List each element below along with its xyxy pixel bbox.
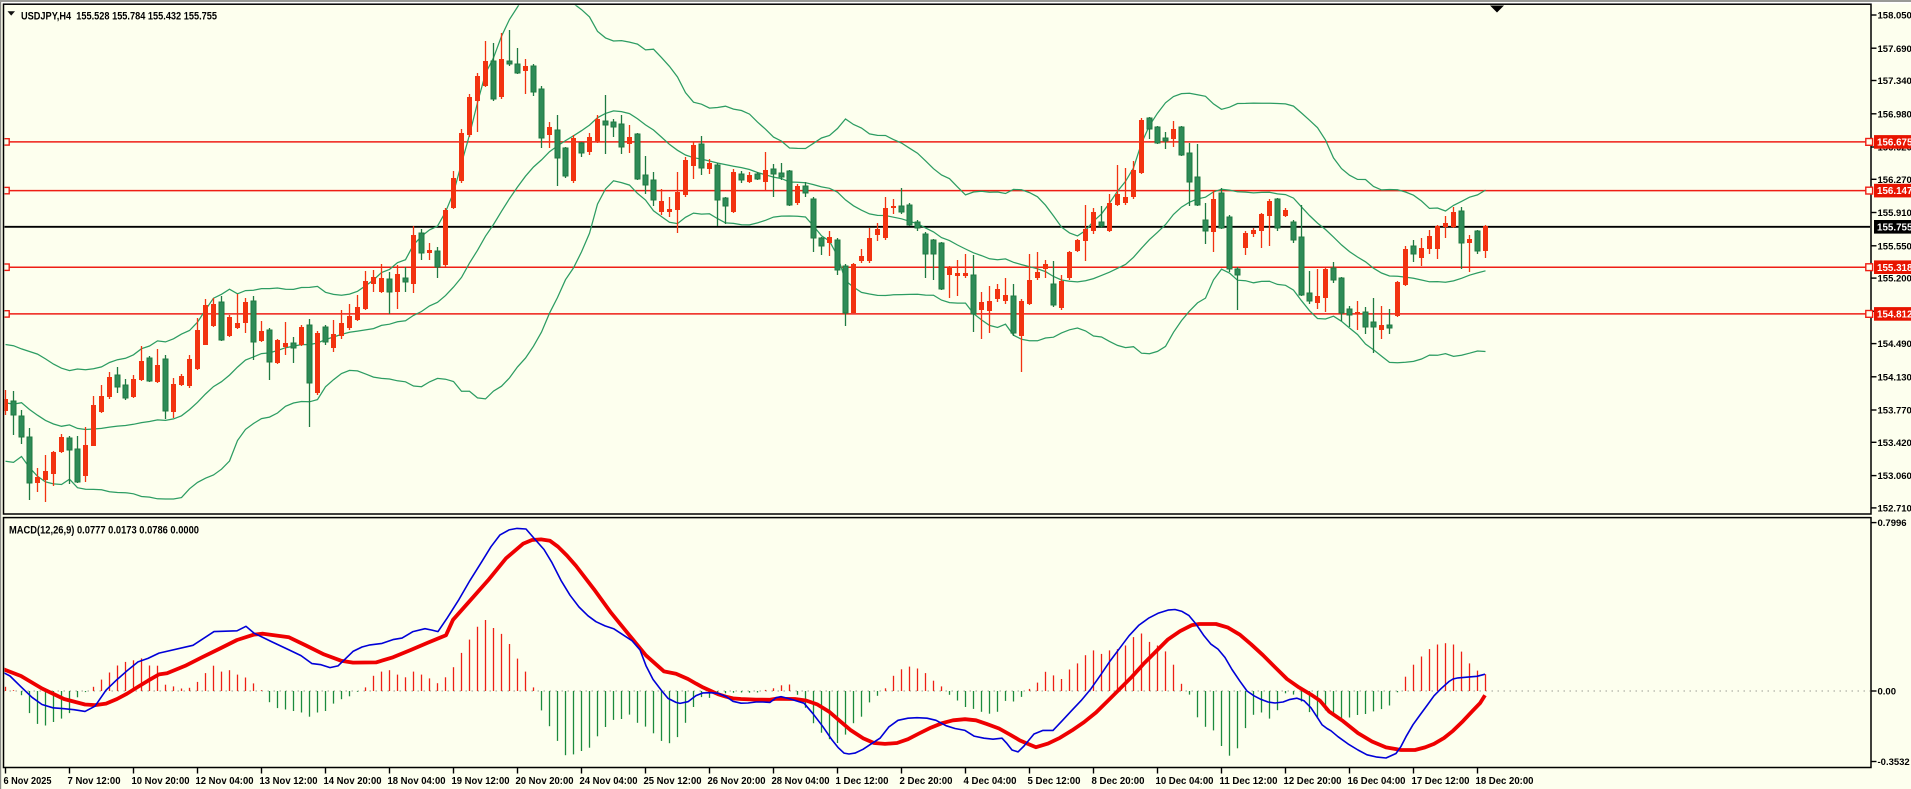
svg-text:16 Dec 04:00: 16 Dec 04:00 — [1348, 776, 1406, 787]
svg-text:18 Dec 20:00: 18 Dec 20:00 — [1476, 776, 1534, 787]
svg-text:157.690: 157.690 — [1878, 44, 1911, 55]
svg-text:18 Nov 04:00: 18 Nov 04:00 — [388, 776, 446, 787]
svg-text:154.490: 154.490 — [1878, 339, 1911, 350]
svg-text:19 Nov 12:00: 19 Nov 12:00 — [452, 776, 510, 787]
svg-text:7 Nov 12:00: 7 Nov 12:00 — [68, 776, 121, 787]
svg-text:6 Nov 2025: 6 Nov 2025 — [4, 776, 52, 787]
svg-text:26 Nov 20:00: 26 Nov 20:00 — [708, 776, 766, 787]
svg-text:156.147: 156.147 — [1877, 186, 1911, 197]
svg-text:-0.3532: -0.3532 — [1878, 757, 1910, 768]
svg-text:155.910: 155.910 — [1878, 208, 1911, 219]
svg-text:155.200: 155.200 — [1878, 274, 1911, 285]
svg-text:11 Dec 12:00: 11 Dec 12:00 — [1220, 776, 1278, 787]
svg-text:4 Dec 04:00: 4 Dec 04:00 — [964, 776, 1017, 787]
svg-text:153.420: 153.420 — [1878, 438, 1911, 449]
svg-text:10 Dec 04:00: 10 Dec 04:00 — [1156, 776, 1214, 787]
svg-text:MACD(12,26,9) 0.0777 0.0173 0.: MACD(12,26,9) 0.0777 0.0173 0.0786 0.000… — [9, 525, 199, 537]
svg-text:25 Nov 12:00: 25 Nov 12:00 — [644, 776, 702, 787]
svg-text:156.270: 156.270 — [1878, 175, 1911, 186]
svg-text:154.812: 154.812 — [1877, 310, 1911, 321]
svg-text:24 Nov 04:00: 24 Nov 04:00 — [580, 776, 638, 787]
svg-text:1 Dec 12:00: 1 Dec 12:00 — [836, 776, 889, 787]
svg-text:2 Dec 20:00: 2 Dec 20:00 — [900, 776, 953, 787]
svg-text:12 Dec 20:00: 12 Dec 20:00 — [1284, 776, 1342, 787]
svg-text:157.340: 157.340 — [1878, 76, 1911, 87]
svg-text:156.980: 156.980 — [1878, 109, 1911, 120]
svg-text:152.710: 152.710 — [1878, 504, 1911, 515]
svg-text:0.00: 0.00 — [1878, 687, 1897, 698]
svg-text:17 Dec 12:00: 17 Dec 12:00 — [1412, 776, 1470, 787]
svg-text:14 Nov 20:00: 14 Nov 20:00 — [324, 776, 382, 787]
svg-text:USDJPY,H4 155.528 155.784 155: USDJPY,H4 155.528 155.784 155.432 155.75… — [21, 11, 217, 23]
svg-text:5 Dec 12:00: 5 Dec 12:00 — [1028, 776, 1081, 787]
svg-text:158.050: 158.050 — [1878, 11, 1911, 22]
svg-text:155.318: 155.318 — [1877, 263, 1911, 274]
svg-text:10 Nov 20:00: 10 Nov 20:00 — [132, 776, 190, 787]
svg-text:153.770: 153.770 — [1878, 406, 1911, 417]
svg-text:12 Nov 04:00: 12 Nov 04:00 — [196, 776, 254, 787]
svg-text:13 Nov 12:00: 13 Nov 12:00 — [260, 776, 318, 787]
svg-text:154.130: 154.130 — [1878, 372, 1911, 383]
svg-text:20 Nov 20:00: 20 Nov 20:00 — [516, 776, 574, 787]
svg-text:155.755: 155.755 — [1877, 222, 1911, 233]
svg-text:156.675: 156.675 — [1877, 138, 1911, 149]
svg-text:28 Nov 04:00: 28 Nov 04:00 — [772, 776, 830, 787]
svg-text:0.7996: 0.7996 — [1878, 518, 1907, 529]
svg-text:8 Dec 20:00: 8 Dec 20:00 — [1092, 776, 1145, 787]
svg-text:155.550: 155.550 — [1878, 241, 1911, 252]
svg-text:153.060: 153.060 — [1878, 471, 1911, 482]
